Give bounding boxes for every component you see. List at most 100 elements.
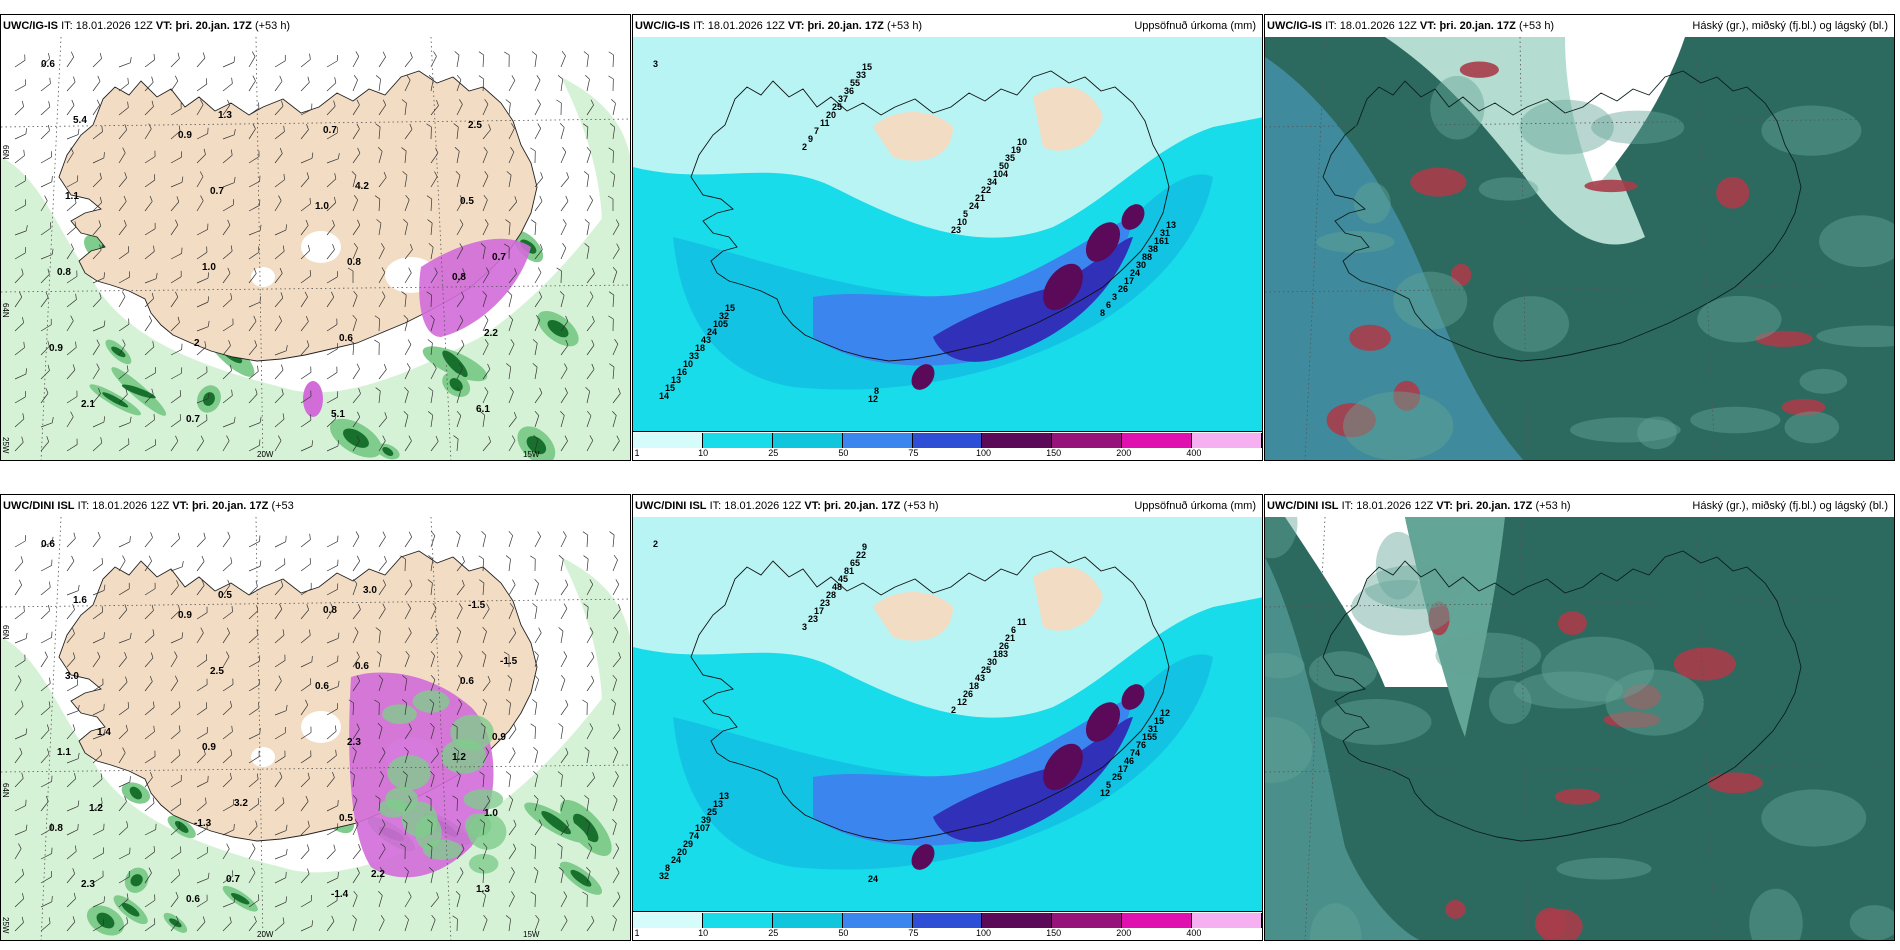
precip-label: 38 [1148,244,1158,254]
precip-label: 13 [671,375,681,385]
precip-label: 15 [665,383,675,393]
precip-label: 55 [850,78,860,88]
snow-shading [303,238,531,417]
vt-label: VT: [804,500,821,512]
precip-label: 12 [1160,708,1170,718]
temp-label: 0.9 [178,610,192,621]
colorbar-swatch [1122,433,1193,448]
colorbar-swatch [912,433,983,448]
colorbar-tick-label: 200 [1116,448,1132,458]
colorbar-swatches [633,913,1262,928]
temp-label: 1.3 [218,110,232,121]
weather-map [1265,37,1894,460]
temp-label: 2.5 [210,666,224,677]
weather-map: 0.6 0.9 1.0 0.8 0.9 0.7 0.7 0.5 0.8 2 5.1 2.5 1.1 1.0… [1,37,630,460]
colorbar: 1 10 25 50 75 100 150 200 400 [633,911,1262,940]
colorbar-tick-label: 100 [976,928,992,938]
precip-label: 18 [969,681,979,691]
precip-label: 23 [951,225,961,235]
temp-label: 1.0 [315,201,329,212]
temp-label: 1.3 [476,884,490,895]
precip-label: 17 [1118,764,1128,774]
panel-ig-is-precipitation: UWC/IG-IS IT: 18.01.2026 12Z VT: þri. 20… [632,14,1263,461]
temp-label: 5.1 [331,409,345,420]
weather-map: 3223814910615753131124261620211710252224… [633,37,1262,434]
colorbar-tick-label: 400 [1186,928,1202,938]
graticule [1265,37,1894,460]
colorbar-tick-label: 200 [1116,928,1132,938]
vt-label: VT: [1419,20,1437,32]
weather-map: 0.6 0.9 0.6 1.2 0.8 0.6 0.8 0.6 1.1 -1.3 -1.4 -1.5 3… [1,517,630,940]
precip-label: 104 [993,169,1008,179]
precip-label: 35 [1005,153,1015,163]
colorbar-swatches [633,433,1262,448]
precip-label: 24 [1130,268,1140,278]
precip-label: 76 [1136,740,1146,750]
vt-value: þri. 20.jan. 17Z [175,20,252,32]
it-label: IT: [693,20,705,32]
lead-time: (+53 [271,500,294,512]
it-value: 18.01.2026 12Z [1356,500,1434,512]
temp-label: 2.3 [81,879,95,890]
colorbar-swatch [633,913,703,928]
precip-label: 74 [689,831,699,841]
it-label: IT: [709,500,722,512]
panel-dini-isl-precipitation: UWC/DINI ISL IT: 18.01.2026 12Z VT: þri.… [632,494,1263,941]
cloud-shading [1265,517,1894,940]
temp-label: 0.6 [41,539,55,550]
colorbar-tick-label: 25 [768,928,779,938]
precip-label: 2 [951,705,956,715]
colorbar-tick-label: 10 [698,448,709,458]
precip-label: 39 [701,815,711,825]
precip-label: 24 [671,855,681,865]
precip-label: 8 [1100,308,1105,318]
colorbar-tick-label: 50 [838,928,849,938]
value-labels: 0.6 0.9 0.6 1.2 0.8 0.6 0.8 0.6 1.1 -1.3 -1.4 -1.5 3… [41,539,518,905]
precip-label: 24 [969,201,979,211]
temp-label: 2.5 [468,120,482,131]
colorbar-tick-label: 25 [768,448,779,458]
precip-label: 15 [1154,716,1164,726]
vt-value: þri. 20.jan. 17Z [191,500,269,512]
precip-label: 32 [659,871,669,881]
temp-label: 0.6 [339,333,353,344]
it-label: IT: [1325,20,1337,32]
temp-label: 1.2 [89,803,103,814]
it-value: 18.01.2026 12Z [1339,20,1417,32]
temp-label: 2.2 [371,869,385,880]
colorbar-swatch [982,433,1053,448]
precip-label: 88 [1142,252,1152,262]
precip-label: 29 [683,839,693,849]
panel-header: UWC/DINI ISL IT: 18.01.2026 12Z VT: þri.… [1265,495,1894,517]
precip-label: 6 [1106,300,1111,310]
colorbar-tick-label: 10 [698,928,709,938]
iceland-land [1322,550,1802,842]
precip-label: 20 [826,110,836,120]
colorbar-tick-label: 75 [908,448,919,458]
lead-time: (+53 h) [886,20,923,32]
precip-label: 74 [1130,748,1140,758]
precip-label: 36 [844,86,854,96]
colorbar-swatch [633,433,703,448]
precip-label: 2 [802,142,807,152]
precip-label: 13 [719,791,729,801]
precip-label: 13 [713,799,723,809]
model-name: UWC/DINI ISL [635,500,707,512]
field-name: Uppsöfnuð úrkoma (mm) [1134,20,1256,32]
temp-label: 2.1 [81,399,95,410]
precip-label: 2 [653,539,658,549]
wind-barbs [14,530,621,932]
precip-label: 155 [1142,732,1157,742]
temp-label: 0.6 [355,661,369,672]
precip-label: 25 [832,102,842,112]
iceland-land [690,70,1170,362]
field-name: Háský (gr.), miðský (fj.bl.) og lágský (… [1692,20,1888,32]
snow-shading [349,672,507,878]
temp-label: 0.8 [49,823,63,834]
vt-value: þri. 20.jan. 17Z [823,500,901,512]
value-labels: 2321232231258172625242318172028434629482… [653,539,1170,884]
precip-label: 11 [1017,617,1027,627]
precip-label: 24 [868,874,878,884]
precip-label: 18 [695,343,705,353]
temp-label: 0.8 [323,605,337,616]
